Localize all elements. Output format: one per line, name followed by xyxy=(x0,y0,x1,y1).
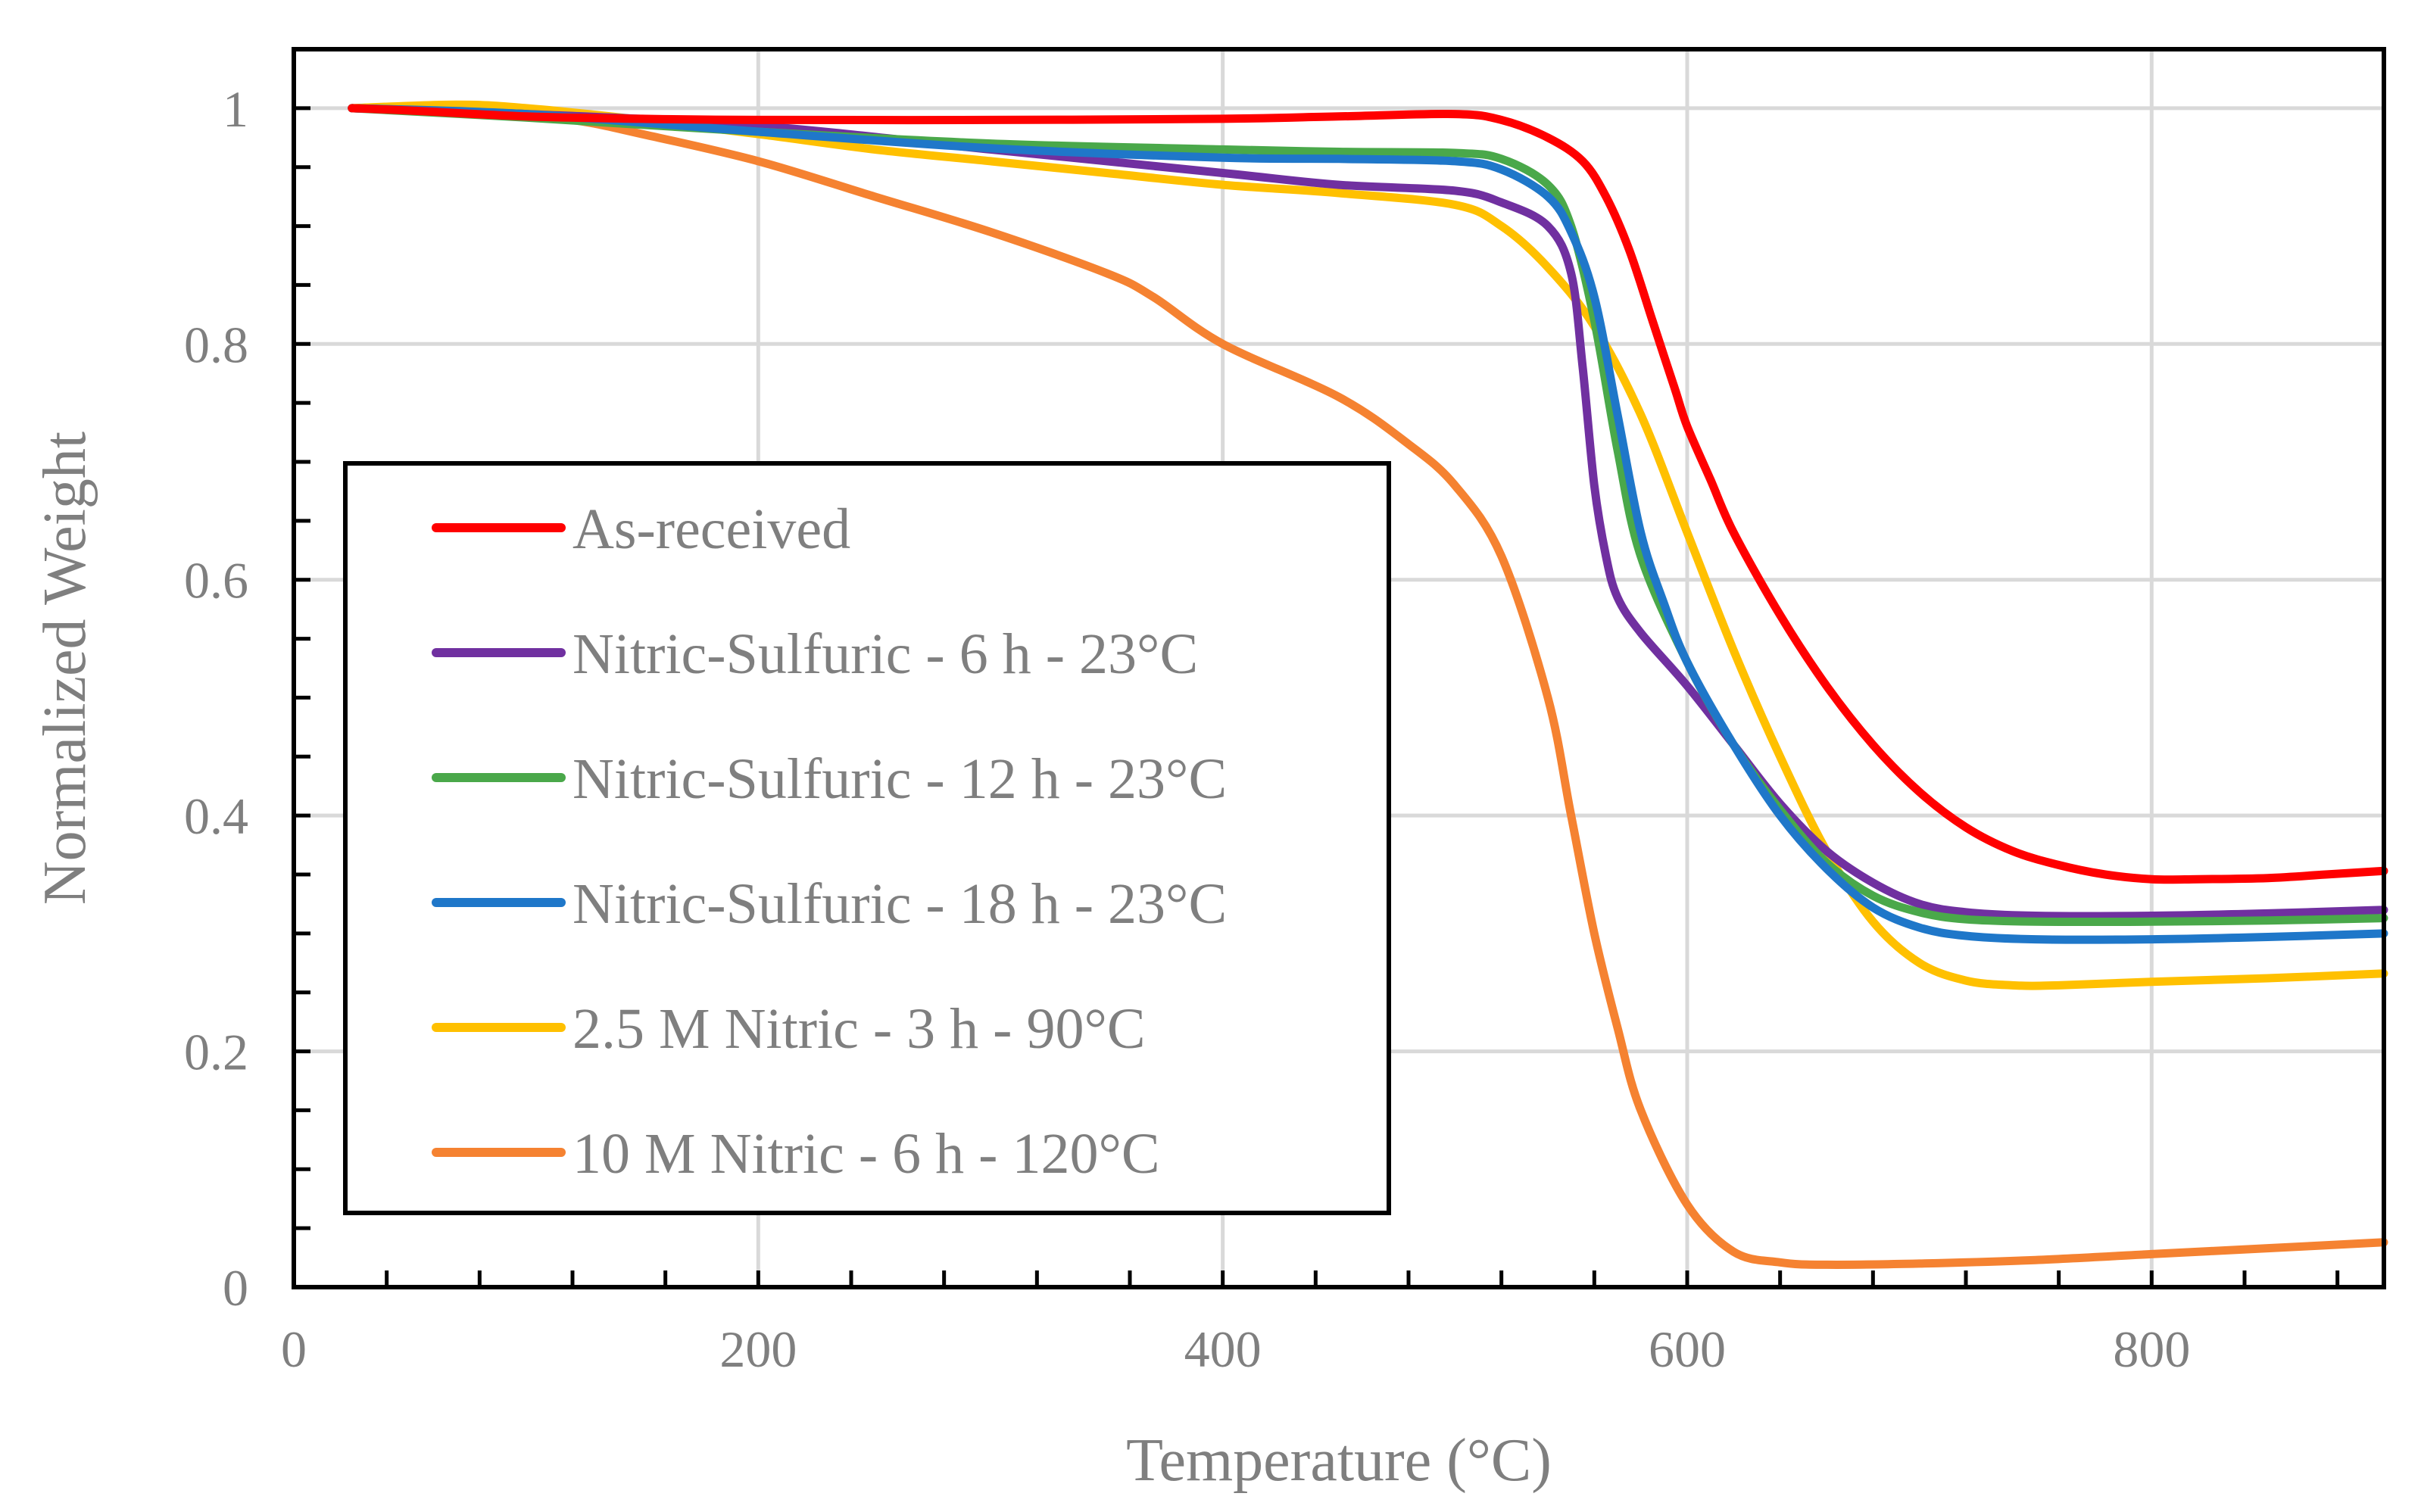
x-axis-title: Temperature (°C) xyxy=(1126,1427,1552,1494)
y-tick-label: 0.4 xyxy=(184,787,248,845)
legend: As-received Nitric-Sulfuric - 6 h - 23°C N… xyxy=(343,461,1391,1215)
series-lines xyxy=(348,100,2388,1269)
series-line-1 xyxy=(348,104,2388,884)
y-tick-label: 0.8 xyxy=(184,316,248,373)
legend-label-6: 10 M Nitric - 6 h - 120°C xyxy=(572,1122,1160,1186)
x-tick-label: 400 xyxy=(1184,1320,1262,1378)
y-axis-title: Normalized Weight xyxy=(32,432,98,905)
legend-label-1: As-received xyxy=(572,497,850,561)
y-tick-label: 0.2 xyxy=(184,1024,248,1081)
plot-frame xyxy=(292,47,2386,1289)
legend-items: As-received Nitric-Sulfuric - 6 h - 23°C N… xyxy=(432,497,1227,1186)
series-line-6 xyxy=(348,104,2388,1269)
y-tick-label: 1 xyxy=(223,80,248,138)
x-tick-label: 0 xyxy=(281,1320,307,1378)
tick-labels: 0 200 400 600 800 0 0.2 0.4 0.6 0.8 1 xyxy=(184,80,2190,1378)
legend-label-2: Nitric-Sulfuric - 6 h - 23°C xyxy=(572,622,1198,686)
series-line-4 xyxy=(348,104,2388,944)
y-tick-label: 0 xyxy=(223,1259,248,1317)
y-tick-label: 0.6 xyxy=(184,552,248,609)
legend-label-5: 2.5 M Nitric - 3 h - 90°C xyxy=(572,997,1146,1061)
axis-ticks xyxy=(292,106,2340,1289)
legend-label-3: Nitric-Sulfuric - 12 h - 23°C xyxy=(572,747,1227,811)
legend-label-4: Nitric-Sulfuric - 18 h - 23°C xyxy=(572,872,1227,936)
x-tick-label: 800 xyxy=(2113,1320,2190,1378)
legend-box xyxy=(343,461,1391,1215)
x-tick-label: 200 xyxy=(719,1320,797,1378)
x-tick-label: 600 xyxy=(1649,1320,1726,1378)
